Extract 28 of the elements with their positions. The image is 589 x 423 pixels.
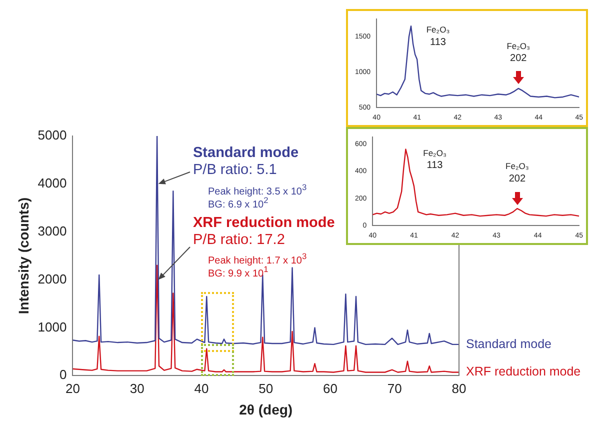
y-tick-label: 0 <box>59 367 67 382</box>
x-tick-label: 40 <box>194 380 209 396</box>
x-axis-title: 2θ (deg) <box>239 401 293 418</box>
x-tick-label: 20 <box>65 380 80 396</box>
annotation: Fe₂O₃ 113 <box>423 148 446 172</box>
y-tick-label: 3000 <box>38 223 67 238</box>
x-tick-label: 60 <box>323 380 338 396</box>
annotation: P/B ratio: 5.1 <box>193 162 277 178</box>
annotation: Fe₂O₃ 202 <box>506 161 529 184</box>
x-tick-label: 80 <box>452 380 466 396</box>
annotation: Fe₂O₃ 202 <box>506 41 530 64</box>
annotation: Fe₂O₃ 113 <box>426 24 450 48</box>
annotation: Standard mode <box>193 145 299 161</box>
annotation: Peak height: 1.7 x 10$^{3}$ <box>208 251 307 266</box>
y-axis-title: Intensity (counts) <box>15 197 32 314</box>
x-tick-label: 70 <box>387 380 402 396</box>
x-tick-label: 30 <box>130 380 144 396</box>
y-tick-label: 2000 <box>38 271 67 286</box>
y-tick-label: 5000 <box>38 128 67 143</box>
annotation: XRF reduction mode <box>193 215 335 231</box>
annotation: Peak height: 3.5 x 10$^{3}$ <box>208 182 307 198</box>
annotation: BG: 6.9 x 10$^{2}$ <box>208 195 268 210</box>
y-tick-label: 1000 <box>38 319 67 334</box>
series-label: Standard mode <box>466 336 552 351</box>
x-tick-label: 50 <box>258 380 274 396</box>
annotation: P/B ratio: 17.2 <box>193 232 285 248</box>
series-label: XRF reduction mode <box>466 364 581 379</box>
y-tick-label: 4000 <box>38 176 67 190</box>
